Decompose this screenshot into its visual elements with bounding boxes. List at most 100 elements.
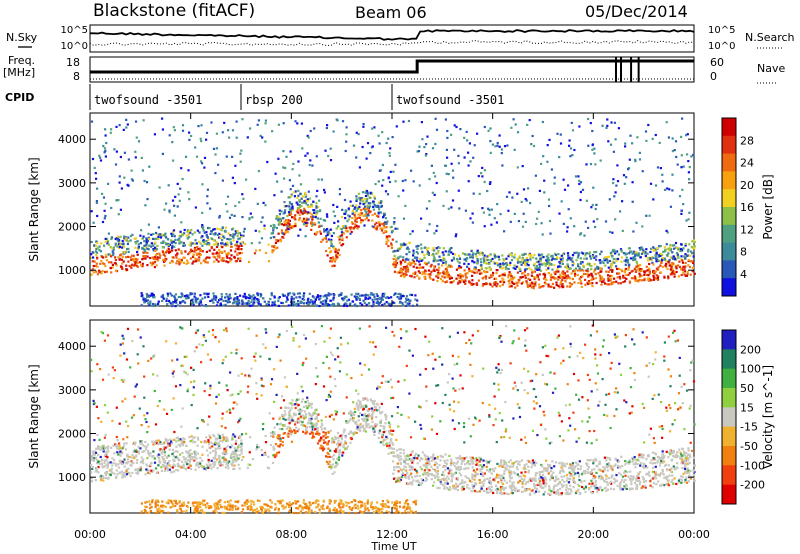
echo-cell [236,244,239,247]
echo-cell [144,257,147,260]
noise-axis-left-top: 10^5 [61,25,88,36]
echo-cell [621,200,624,203]
echo-cell [500,481,503,484]
echo-cell [264,119,267,122]
echo-cell [412,180,415,183]
echo-cell [283,410,286,413]
echo-cell [582,272,586,275]
echo-cell [226,300,229,303]
echo-cell [100,272,103,275]
echo-cell [371,213,374,217]
echo-cell [657,278,660,281]
echo-cell [471,212,474,215]
echo-cell [203,166,206,169]
echo-cell [610,281,613,284]
echo-cell [467,460,470,463]
echo-cell [354,223,357,226]
echo-cell [446,129,449,133]
echo-cell [337,439,340,442]
echo-cell [228,300,231,304]
echo-cell [120,258,123,261]
echo-cell [512,461,515,465]
echo-cell [207,440,210,443]
echo-cell [493,262,496,265]
echo-cell [379,211,382,214]
echo-cell [327,462,330,465]
echo-cell [633,458,637,461]
echo-cell [125,264,128,267]
echo-cell [577,281,580,285]
echo-cell [258,230,261,233]
echo-cell [210,467,213,470]
echo-cell [292,225,295,228]
echo-cell [648,277,651,280]
echo-cell [566,285,569,288]
echo-cell [415,474,418,477]
echo-cell [117,453,120,456]
echo-cell [118,181,121,184]
echo-cell [184,457,187,460]
echo-cell [622,252,626,255]
echo-cell [673,271,676,274]
echo-cell [215,132,218,135]
echo-cell [416,274,419,277]
echo-cell [148,237,151,240]
echo-cell [192,441,195,444]
echo-cell [445,270,449,273]
echo-cell [297,211,300,214]
echo-cell [609,283,612,286]
echo-cell [267,260,270,263]
echo-cell [620,256,624,259]
echo-cell [188,131,191,134]
echo-cell [508,271,511,274]
echo-cell [364,209,367,212]
echo-cell [313,302,316,305]
echo-cell [649,461,652,464]
echo-cell [670,467,673,470]
echo-cell [693,245,696,248]
echo-cell [271,245,274,248]
echo-cell [340,231,344,234]
echo-cell [528,267,531,270]
echo-cell [516,166,519,169]
echo-cell [402,256,405,259]
echo-cell [451,169,455,172]
echo-cell [367,206,370,209]
echo-cell [143,244,146,247]
echo-cell [364,298,367,301]
echo-cell [435,229,438,232]
echo-cell [423,256,426,259]
echo-cell [413,256,417,259]
echo-cell [465,253,468,256]
echo-cell [606,259,609,262]
echo-cell [382,216,385,219]
echo-cell [488,276,491,279]
echo-cell [562,178,565,181]
echo-cell [261,136,264,139]
echo-cell [625,277,628,280]
echo-cell [150,233,153,236]
echo-cell [602,466,605,469]
echo-cell [233,233,236,236]
echo-cell [635,483,638,486]
echo-cell [678,265,681,269]
echo-cell [336,252,339,255]
echo-cell [378,221,381,224]
echo-cell [523,466,526,469]
echo-cell [506,144,509,147]
echo-cell [569,267,572,270]
echo-cell [152,232,155,236]
echo-cell [342,226,345,229]
echo-cell [251,216,254,219]
echo-cell [566,265,569,268]
echo-cell [498,145,501,148]
echo-cell [656,247,659,250]
echo-cell [394,260,397,263]
echo-cell [489,490,492,493]
echo-cell [206,236,209,239]
echo-cell [538,473,541,476]
echo-cell [142,255,145,258]
echo-cell [278,221,281,224]
echo-cell [575,259,578,262]
echo-cell [512,471,515,474]
